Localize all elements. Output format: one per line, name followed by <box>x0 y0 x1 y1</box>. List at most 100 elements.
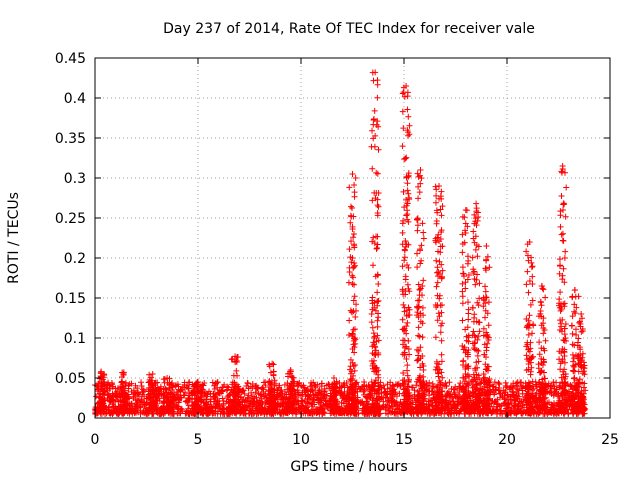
data-point <box>556 256 563 263</box>
data-point <box>420 229 427 236</box>
data-point <box>318 380 325 387</box>
data-point <box>578 328 585 335</box>
data-point <box>281 395 288 402</box>
data-point <box>459 293 466 300</box>
data-point <box>550 404 557 411</box>
data-point <box>170 397 177 404</box>
data-point <box>341 388 348 395</box>
data-point <box>411 387 418 394</box>
data-point <box>401 247 408 254</box>
data-point <box>404 187 411 194</box>
data-point <box>352 174 359 181</box>
data-point <box>419 334 426 341</box>
y-tick-label: 0.25 <box>55 211 86 227</box>
data-point <box>418 257 425 264</box>
data-point <box>138 379 145 386</box>
data-point <box>248 389 255 396</box>
data-point <box>363 404 370 411</box>
data-point <box>455 392 462 399</box>
data-point <box>369 165 376 172</box>
data-point <box>501 400 508 407</box>
y-tick-label: 0.35 <box>55 131 86 147</box>
data-point <box>551 402 558 409</box>
data-point <box>474 271 481 278</box>
data-point <box>572 326 579 333</box>
data-point <box>377 410 384 417</box>
data-point <box>321 410 328 417</box>
x-axis-label: GPS time / hours <box>290 459 407 475</box>
data-point <box>345 279 352 286</box>
data-point <box>251 401 258 408</box>
data-point <box>525 289 532 296</box>
data-point <box>518 398 525 405</box>
data-point <box>185 385 192 392</box>
data-point <box>481 374 488 381</box>
data-point <box>349 204 356 211</box>
data-point <box>279 390 286 397</box>
data-point <box>375 203 382 210</box>
data-point <box>405 113 412 120</box>
data-point <box>387 379 394 386</box>
data-point <box>415 173 422 180</box>
data-point <box>374 241 381 248</box>
data-point <box>375 314 382 321</box>
data-point <box>181 384 188 391</box>
data-point <box>420 277 427 284</box>
data-point <box>402 155 409 162</box>
data-point <box>351 293 358 300</box>
data-point <box>215 408 222 415</box>
y-tick-label: 0.1 <box>64 331 86 347</box>
data-point <box>224 394 231 401</box>
data-point <box>460 358 467 365</box>
data-point <box>212 394 219 401</box>
data-point <box>438 212 445 219</box>
data-point <box>209 404 216 411</box>
data-point <box>359 409 366 416</box>
data-point <box>561 331 568 338</box>
data-point <box>404 362 411 369</box>
data-point <box>174 403 181 410</box>
data-point <box>242 410 249 417</box>
data-point <box>426 403 433 410</box>
data-point <box>471 314 478 321</box>
data-point <box>131 410 138 417</box>
data-point <box>399 263 406 270</box>
data-point <box>432 183 439 190</box>
data-point <box>351 193 358 200</box>
data-point <box>140 387 147 394</box>
data-point <box>570 375 577 382</box>
data-point <box>315 391 322 398</box>
data-point <box>524 410 531 417</box>
data-point <box>414 250 421 257</box>
data-point <box>553 410 560 417</box>
data-point <box>559 230 566 237</box>
data-point <box>312 384 319 391</box>
data-point <box>225 410 232 417</box>
data-point <box>558 169 565 176</box>
data-point <box>110 392 117 399</box>
data-point <box>370 234 377 241</box>
data-point <box>503 384 510 391</box>
data-point <box>255 410 262 417</box>
data-point <box>503 407 510 414</box>
data-point <box>444 392 451 399</box>
data-point <box>360 388 367 395</box>
y-tick-label: 0 <box>77 411 86 427</box>
data-point <box>433 217 440 224</box>
data-point <box>433 192 440 199</box>
data-point <box>225 384 232 391</box>
data-point <box>99 382 106 389</box>
data-point <box>504 402 511 409</box>
x-tick-label: 5 <box>194 432 203 448</box>
data-point <box>212 402 219 409</box>
data-point <box>452 383 459 390</box>
y-tick-label: 0.45 <box>55 51 86 67</box>
data-point <box>470 328 477 335</box>
data-point <box>557 289 564 296</box>
data-point <box>225 392 232 399</box>
data-point <box>551 383 558 390</box>
data-point <box>185 395 192 402</box>
data-point <box>378 389 385 396</box>
y-tick-label: 0.05 <box>55 371 86 387</box>
data-point <box>405 378 412 385</box>
